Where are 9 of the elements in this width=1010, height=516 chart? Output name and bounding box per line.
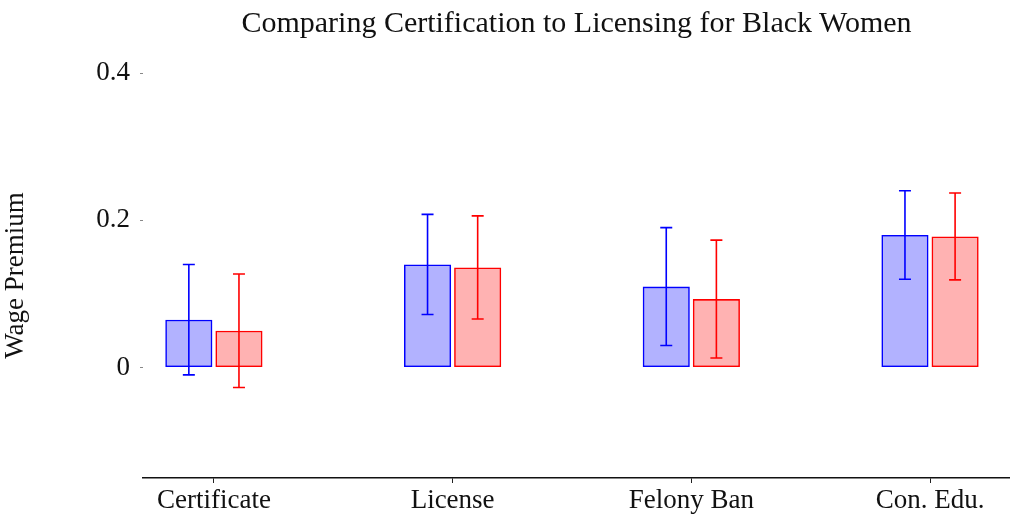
y-tick-label: 0.2 [96, 203, 130, 234]
x-tick-label: Certificate [156, 484, 271, 515]
y-tick-label: 0.4 [96, 56, 131, 87]
chart-title: Comparing Certification to Licensing for Black Women [241, 4, 912, 38]
x-tick-label: License [410, 484, 495, 515]
y-axis-title: Wage Premium [0, 192, 30, 359]
x-tick-label: Felony Ban [628, 484, 755, 515]
x-tick-label: Con. Edu. [875, 484, 985, 515]
y-tick-label: 0 [116, 350, 130, 381]
